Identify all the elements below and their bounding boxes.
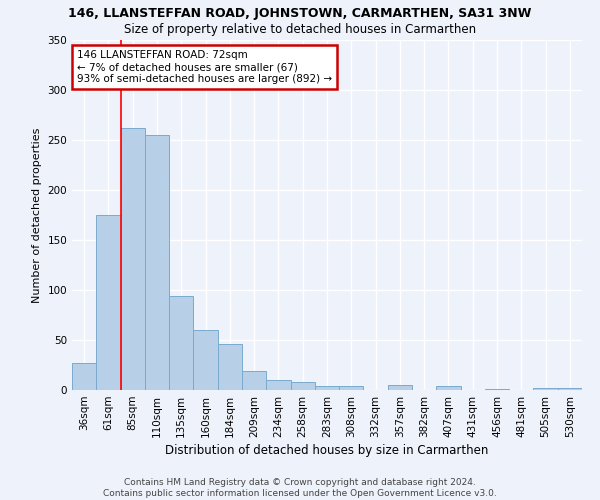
Text: Size of property relative to detached houses in Carmarthen: Size of property relative to detached ho… (124, 22, 476, 36)
Bar (436, 386, 461, 390)
Bar (242, 371, 266, 390)
Text: Contains HM Land Registry data © Crown copyright and database right 2024.
Contai: Contains HM Land Registry data © Crown c… (103, 478, 497, 498)
Text: 146 LLANSTEFFAN ROAD: 72sqm
← 7% of detached houses are smaller (67)
93% of semi: 146 LLANSTEFFAN ROAD: 72sqm ← 7% of deta… (77, 50, 332, 84)
Bar (193, 330, 218, 390)
Y-axis label: Number of detached properties: Number of detached properties (32, 128, 42, 302)
Bar (121, 128, 145, 390)
Bar (388, 385, 412, 390)
Bar (290, 382, 315, 390)
Bar (96, 215, 121, 390)
Bar (266, 380, 290, 390)
Bar (339, 386, 364, 390)
Bar (315, 386, 339, 390)
Text: 146, LLANSTEFFAN ROAD, JOHNSTOWN, CARMARTHEN, SA31 3NW: 146, LLANSTEFFAN ROAD, JOHNSTOWN, CARMAR… (68, 8, 532, 20)
Bar (169, 296, 193, 390)
Bar (72, 363, 96, 390)
Bar (533, 388, 558, 390)
Bar (558, 388, 582, 390)
Bar (145, 135, 169, 390)
Bar (218, 344, 242, 390)
Bar (485, 389, 509, 390)
X-axis label: Distribution of detached houses by size in Carmarthen: Distribution of detached houses by size … (166, 444, 488, 457)
